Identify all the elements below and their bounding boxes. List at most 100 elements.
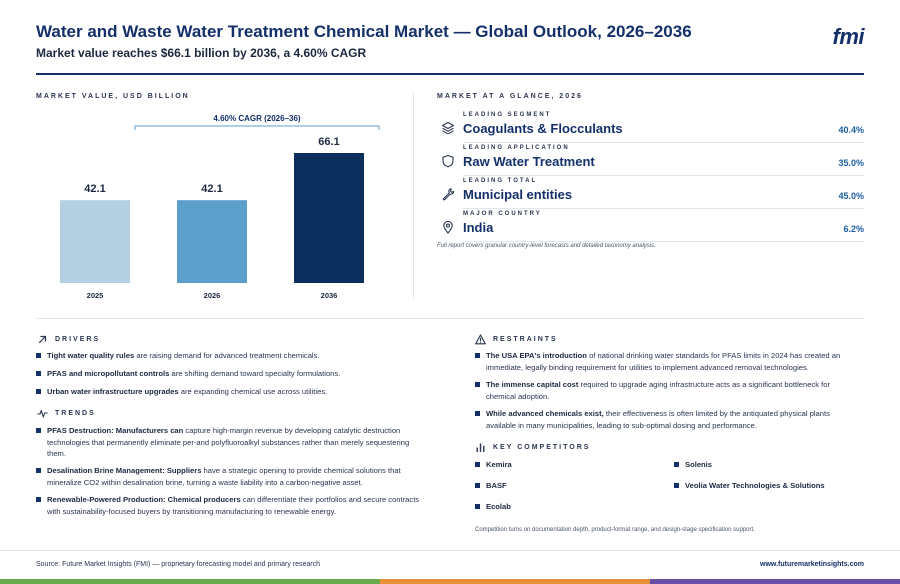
- trend-bold: PFAS Destruction: Manufacturers can: [47, 426, 184, 435]
- glance-row-divider: [463, 175, 864, 176]
- vertical-divider: [413, 93, 414, 298]
- glance-row-application: LEADING APPLICATION Raw Water Treatment …: [437, 145, 864, 177]
- driver-bold: PFAS and micropollutant controls: [47, 369, 170, 378]
- trend-item: Desalination Brine Management: Suppliers…: [36, 465, 420, 488]
- restraint-bold: The USA EPA's introduction: [486, 351, 587, 360]
- bar-chart-icon: [476, 443, 485, 452]
- restraint-text: of national drinking water standards for…: [486, 351, 841, 372]
- driver-text: are raising demand for advanced treatmen…: [134, 351, 320, 360]
- glance-row-segment: LEADING SEGMENT Coagulants & Flocculants…: [437, 112, 864, 144]
- competitors-label: KEY COMPETITORS: [493, 444, 591, 451]
- x-tick-label: 2026: [204, 291, 221, 300]
- restraint-text: their effectiveness is often limited by …: [486, 409, 830, 430]
- chart-section-label: MARKET VALUE, USD BILLION: [36, 93, 190, 100]
- glance-value: Coagulants & Flocculants: [463, 121, 623, 136]
- competitors-note: Competition turns on documentation depth…: [475, 527, 755, 533]
- driver-item: Tight water quality rules are raising de…: [36, 350, 416, 362]
- trends-label: TRENDS: [55, 410, 96, 417]
- trend-item: PFAS Destruction: Manufacturers can capt…: [36, 425, 420, 460]
- market-value-chart: 42.1 2025 42.1 2026 66.1 2036 4.60% CAGR (2026…: [36, 92, 396, 304]
- glance-percent: 35.0%: [838, 158, 864, 168]
- restraint-bold: While advanced chemicals exist,: [486, 409, 604, 418]
- cagr-annotation: 4.60% CAGR (2026–36): [213, 114, 300, 123]
- driver-bold: Urban water infrastructure upgrades: [47, 387, 179, 396]
- glance-caption: LEADING TOTAL: [463, 178, 538, 184]
- footer-source: Source: Future Market Insights (FMI) — p…: [36, 561, 320, 568]
- bullet-marker: [475, 462, 480, 467]
- competitor-item: BASF: [475, 481, 507, 490]
- bullet-marker: [475, 504, 480, 509]
- bullet-marker: [36, 371, 41, 376]
- competitor-item: Solenis: [674, 460, 712, 469]
- restraint-bold: The immense capital cost: [486, 380, 579, 389]
- competitor-name: Veolia Water Technologies & Solutions: [685, 481, 825, 490]
- cagr-bracket: [134, 125, 380, 130]
- glance-caption: LEADING SEGMENT: [463, 112, 552, 118]
- competitor-name: Solenis: [685, 460, 713, 469]
- bullet-marker: [36, 468, 41, 473]
- header-divider: [36, 73, 864, 75]
- bullet-marker: [475, 483, 480, 488]
- trend-bold: Renewable-Powered Production: Chemical p…: [47, 495, 241, 504]
- bullet-marker: [674, 483, 679, 488]
- footer-url-link[interactable]: www.futuremarketinsights.com: [760, 561, 864, 568]
- trend-item: Renewable-Powered Production: Chemical p…: [36, 494, 420, 517]
- competitor-name: Ecolab: [486, 502, 511, 511]
- fmi-logo[interactable]: fmi: [832, 24, 865, 49]
- activity-icon: [37, 409, 48, 418]
- restraint-item: The immense capital cost required to upg…: [475, 379, 853, 402]
- warning-icon: [475, 334, 486, 345]
- glance-caption: LEADING APPLICATION: [463, 145, 570, 151]
- glance-row-country: MAJOR COUNTRY India 6.2%: [437, 211, 864, 243]
- trends-header: TRENDS: [37, 408, 96, 419]
- competitor-item: Veolia Water Technologies & Solutions: [674, 481, 825, 490]
- driver-item: Urban water infrastructure upgrades are …: [36, 386, 416, 398]
- glance-note: Full report covers granular country-leve…: [437, 243, 656, 249]
- bar-chart-svg: 42.1 2025 42.1 2026 66.1 2036 4.60% CAGR (2026…: [60, 114, 380, 300]
- glance-section-label: MARKET AT A GLANCE, 2026: [437, 93, 583, 100]
- bullet-marker: [475, 382, 480, 387]
- bar-value-label: 42.1: [84, 183, 105, 195]
- bar-2036: [294, 153, 364, 283]
- competitor-name: Kemira: [486, 460, 512, 469]
- driver-bold: Tight water quality rules: [47, 351, 135, 360]
- glance-percent: 6.2%: [843, 224, 864, 234]
- bullet-marker: [36, 353, 41, 358]
- footer-divider: [0, 550, 900, 551]
- trend-text: can differentiate their portfolios and s…: [47, 495, 420, 516]
- bullet-marker: [36, 497, 41, 502]
- competitors-header: KEY COMPETITORS: [475, 442, 590, 453]
- glance-row-divider: [463, 208, 864, 209]
- glance-value: Municipal entities: [463, 187, 573, 202]
- restraint-item: While advanced chemicals exist, their ef…: [475, 408, 853, 431]
- competitor-name: BASF: [486, 481, 507, 490]
- glance-percent: 45.0%: [838, 191, 864, 201]
- glance-caption: MAJOR COUNTRY: [463, 211, 542, 217]
- bullet-marker: [475, 411, 480, 416]
- driver-item: PFAS and micropollutant controls are shi…: [36, 368, 416, 380]
- horizontal-divider: [36, 318, 864, 319]
- glance-row-divider: [463, 241, 864, 242]
- x-tick-label: 2036: [321, 291, 338, 300]
- trend-bold: Desalination Brine Management: Suppliers: [47, 466, 202, 475]
- bullet-marker: [674, 462, 679, 467]
- x-tick-label: 2025: [87, 291, 104, 300]
- footer-stripe-orange: [380, 579, 650, 584]
- bar-value-label: 66.1: [318, 136, 339, 148]
- bullet-marker: [475, 353, 480, 358]
- driver-text: are shifting demand toward specialty for…: [169, 369, 341, 378]
- competitor-item: Ecolab: [475, 502, 511, 511]
- bullet-marker: [36, 389, 41, 394]
- page-subtitle: Market value reaches $66.1 billion by 20…: [36, 46, 367, 60]
- trend-text: have a strategic opening to provide chem…: [47, 466, 401, 487]
- restraint-text: required to upgrade aging infrastructure…: [486, 380, 831, 401]
- restraint-item: The USA EPA's introduction of national d…: [475, 350, 853, 373]
- glance-value: Raw Water Treatment: [463, 154, 595, 169]
- bullet-marker: [36, 428, 41, 433]
- page-title: Water and Waste Water Treatment Chemical…: [36, 22, 692, 41]
- footer-stripe-purple: [650, 579, 900, 584]
- restraints-label: RESTRAINTS: [493, 336, 558, 343]
- glance-value: India: [463, 220, 494, 235]
- trend-text: capture high-margin revenue by developin…: [47, 426, 410, 458]
- driver-text: are expanding chemical use across utilit…: [178, 387, 328, 396]
